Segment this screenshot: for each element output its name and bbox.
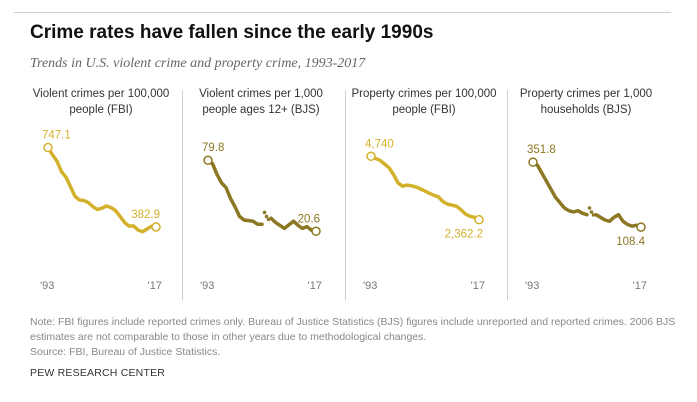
non-comparable-point — [589, 210, 594, 214]
x-tick-label: '93 — [40, 280, 54, 292]
end-value-label: 382.9 — [131, 209, 160, 221]
brand-label: PEW RESEARCH CENTER — [30, 367, 166, 379]
start-point — [203, 155, 213, 165]
chart-svg: 79.8 20.6 '93 '17 — [200, 142, 322, 292]
end-point — [311, 226, 321, 237]
panel-property-bjs: Property crimes per 1,000 households (BJ… — [513, 86, 659, 296]
end-value-label: 20.6 — [298, 213, 320, 225]
panel-property-fbi: Property crimes per 100,000 people (FBI)… — [351, 86, 497, 296]
panel-divider — [345, 90, 346, 300]
start-value-label: 79.8 — [202, 142, 224, 154]
start-point — [366, 151, 376, 162]
non-comparable-point — [266, 217, 271, 222]
panel-divider — [182, 90, 183, 300]
panel-violent-bjs: Violent crimes per 1,000 people ages 12+… — [188, 86, 334, 296]
panel-title: Violent crimes per 1,000 people ages 12+… — [199, 88, 323, 116]
x-tick-label: '93 — [525, 280, 539, 292]
panel-title: Property crimes per 100,000 people (FBI) — [351, 88, 497, 116]
top-rule — [14, 12, 671, 13]
chart-subtitle: Trends in U.S. violent crime and propert… — [30, 56, 366, 71]
chart-svg: 4,740 2,362.2 '93 '17 — [363, 138, 485, 292]
non-comparable-point — [264, 214, 269, 219]
series-line — [369, 154, 481, 222]
series-line — [46, 145, 158, 234]
x-tick-label: '93 — [363, 280, 377, 292]
non-comparable-point — [587, 206, 592, 210]
chart-svg: 747.1 382.9 '93 '17 — [40, 130, 162, 292]
panel-title: Property crimes per 1,000 households (BJ… — [519, 88, 653, 116]
series-line — [269, 216, 318, 234]
series-line — [531, 160, 589, 217]
end-value-label: 108.4 — [616, 236, 645, 248]
footnote: Note: FBI figures include reported crime… — [30, 316, 676, 343]
x-tick-label: '17 — [148, 280, 162, 292]
source-line: Source: FBI, Bureau of Justice Statistic… — [30, 346, 221, 358]
x-tick-label: '17 — [471, 280, 485, 292]
series-line — [206, 158, 264, 226]
x-tick-label: '17 — [308, 280, 322, 292]
start-value-label: 4,740 — [365, 138, 394, 150]
chart-svg: 351.8 108.4 '93 '17 — [525, 144, 647, 292]
x-tick-label: '17 — [633, 280, 647, 292]
panel-violent-fbi: Violent crimes per 100,000 people (FBI) … — [28, 86, 174, 296]
non-comparable-point — [591, 213, 596, 217]
end-value-label: 2,362.2 — [445, 229, 483, 241]
panel-title: Violent crimes per 100,000 people (FBI) — [32, 88, 170, 116]
start-value-label: 747.1 — [42, 130, 71, 142]
x-tick-label: '93 — [200, 280, 214, 292]
end-point — [151, 222, 161, 232]
end-point — [636, 222, 646, 232]
non-comparable-point — [262, 210, 267, 215]
chart-title: Crime rates have fallen since the early … — [30, 22, 434, 43]
start-point — [528, 157, 538, 167]
start-point — [43, 142, 53, 153]
start-value-label: 351.8 — [527, 144, 556, 156]
panel-divider — [507, 90, 508, 300]
end-point — [474, 214, 484, 225]
series-line — [594, 212, 643, 229]
